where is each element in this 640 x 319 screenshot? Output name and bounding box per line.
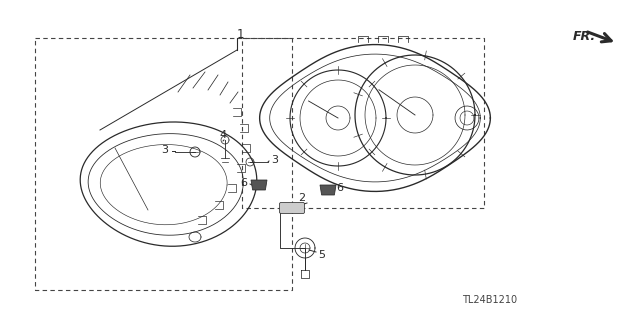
Polygon shape bbox=[320, 185, 336, 195]
FancyBboxPatch shape bbox=[280, 203, 305, 213]
Text: 6: 6 bbox=[337, 183, 344, 193]
Text: 6: 6 bbox=[241, 178, 248, 188]
Text: 3: 3 bbox=[271, 155, 278, 165]
Text: 4: 4 bbox=[220, 130, 227, 140]
Text: 3: 3 bbox=[161, 145, 168, 155]
Polygon shape bbox=[251, 180, 267, 190]
Text: 2: 2 bbox=[298, 193, 305, 203]
Text: 5: 5 bbox=[319, 250, 326, 260]
Text: 1: 1 bbox=[236, 27, 244, 41]
Text: FR.: FR. bbox=[573, 31, 596, 43]
Text: TL24B1210: TL24B1210 bbox=[463, 295, 518, 305]
